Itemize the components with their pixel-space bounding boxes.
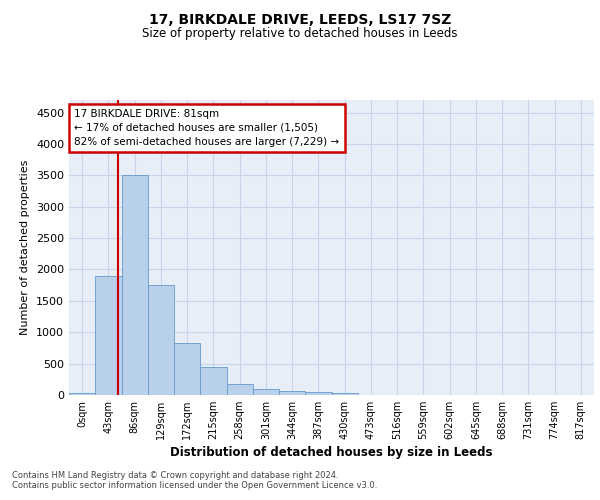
Bar xyxy=(95,276,121,395)
Bar xyxy=(121,176,148,395)
Text: 17 BIRKDALE DRIVE: 81sqm
← 17% of detached houses are smaller (1,505)
82% of sem: 17 BIRKDALE DRIVE: 81sqm ← 17% of detach… xyxy=(74,109,340,147)
Bar xyxy=(253,388,279,395)
Bar xyxy=(305,392,331,395)
Bar xyxy=(227,384,253,395)
Text: Size of property relative to detached houses in Leeds: Size of property relative to detached ho… xyxy=(142,28,458,40)
X-axis label: Distribution of detached houses by size in Leeds: Distribution of detached houses by size … xyxy=(170,446,493,459)
Text: Contains HM Land Registry data © Crown copyright and database right 2024.
Contai: Contains HM Land Registry data © Crown c… xyxy=(12,470,377,490)
Bar xyxy=(279,391,305,395)
Bar xyxy=(148,285,174,395)
Bar xyxy=(331,393,358,395)
Bar xyxy=(174,343,200,395)
Text: 17, BIRKDALE DRIVE, LEEDS, LS17 7SZ: 17, BIRKDALE DRIVE, LEEDS, LS17 7SZ xyxy=(149,12,451,26)
Bar xyxy=(200,367,227,395)
Bar xyxy=(69,393,95,395)
Y-axis label: Number of detached properties: Number of detached properties xyxy=(20,160,31,335)
